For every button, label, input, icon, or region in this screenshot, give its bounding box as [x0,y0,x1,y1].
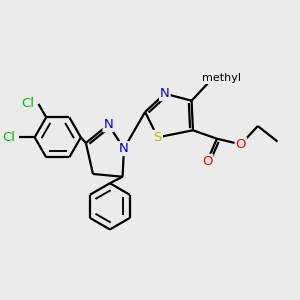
Text: S: S [154,131,162,144]
Text: N: N [119,142,129,155]
Text: methyl: methyl [202,73,241,83]
Text: N: N [103,118,113,131]
Text: O: O [202,155,212,168]
Text: O: O [236,138,246,151]
Text: Cl: Cl [2,131,15,144]
Text: Cl: Cl [21,98,34,110]
Text: N: N [160,87,170,100]
